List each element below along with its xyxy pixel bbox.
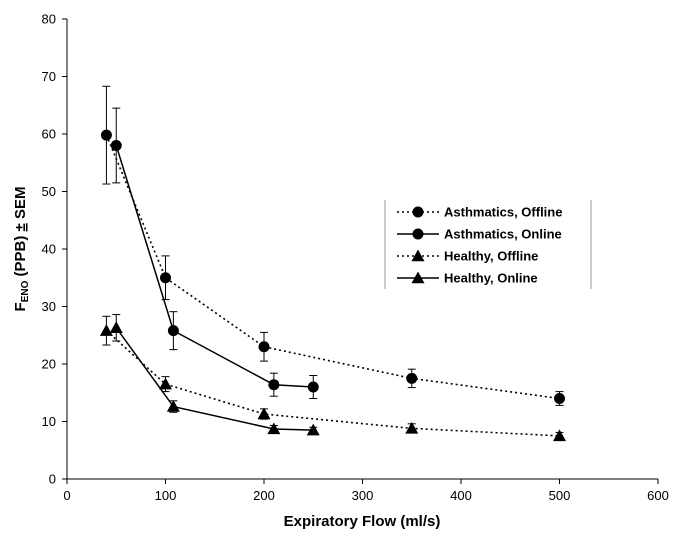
legend-label: Asthmatics, Online bbox=[444, 227, 562, 242]
x-tick-label: 600 bbox=[647, 488, 669, 503]
y-tick-label: 10 bbox=[42, 414, 56, 429]
y-tick-label: 30 bbox=[42, 299, 56, 314]
y-tick-label: 40 bbox=[42, 242, 56, 257]
legend-swatch-marker bbox=[412, 206, 424, 218]
data-point-healthy-offline bbox=[99, 324, 113, 336]
data-point-asthmatics-online bbox=[307, 381, 319, 393]
legend-item-healthy-offline: Healthy, Offline bbox=[397, 249, 538, 264]
data-point-healthy-offline bbox=[159, 377, 172, 390]
x-tick-label: 0 bbox=[63, 488, 70, 503]
data-point-asthmatics-offline bbox=[406, 372, 418, 384]
series-line-asthmatics-online bbox=[115, 145, 314, 388]
series-line-healthy-online bbox=[115, 327, 314, 431]
legend-item-healthy-online: Healthy, Online bbox=[397, 271, 538, 286]
data-point-asthmatics-online bbox=[268, 379, 280, 391]
y-axis-title-tail: SEM bbox=[12, 187, 29, 224]
x-tick-label: 300 bbox=[352, 488, 374, 503]
series-line-healthy-offline bbox=[105, 330, 560, 437]
data-point-asthmatics-offline bbox=[100, 129, 112, 141]
data-point-asthmatics-offline bbox=[160, 272, 171, 284]
y-axis-title-rest: (PPB) bbox=[12, 231, 29, 280]
y-tick-label: 20 bbox=[42, 357, 56, 372]
markers bbox=[99, 129, 566, 442]
legend-label: Healthy, Offline bbox=[444, 249, 538, 264]
data-point-asthmatics-online bbox=[167, 325, 179, 337]
legend-swatch-marker bbox=[412, 228, 424, 240]
x-axis-title: Expiratory Flow (ml/s) bbox=[284, 513, 441, 530]
ticks: 0 100 200 300 400 500 600 0 10 20 30 40 50 60 70 80 bbox=[42, 12, 669, 504]
series-line-asthmatics-offline bbox=[105, 134, 560, 400]
y-tick-label: 50 bbox=[42, 184, 56, 199]
data-point-healthy-offline bbox=[257, 407, 271, 420]
y-tick-label: 60 bbox=[42, 127, 56, 142]
data-point-asthmatics-offline bbox=[258, 341, 270, 353]
y-axis-title-main: F bbox=[12, 302, 29, 311]
legend: Asthmatics, Offline Asthmatics, Online Hea… bbox=[384, 200, 592, 289]
data-point-healthy-offline bbox=[553, 429, 566, 442]
legend-item-asthmatics-offline: Asthmatics, Offline bbox=[397, 205, 562, 220]
data-point-healthy-online bbox=[267, 422, 281, 435]
x-tick-label: 200 bbox=[253, 488, 275, 503]
legend-swatch-marker bbox=[411, 271, 425, 284]
data-point-healthy-offline bbox=[405, 421, 419, 434]
data-point-healthy-online bbox=[166, 400, 180, 412]
x-tick-label: 100 bbox=[155, 488, 177, 503]
legend-label: Healthy, Online bbox=[444, 271, 538, 286]
y-axis-title-plusminus: ± bbox=[12, 223, 29, 231]
legend-items: Asthmatics, Offline Asthmatics, Online Hea… bbox=[397, 205, 562, 286]
data-point-asthmatics-online bbox=[110, 140, 122, 151]
x-tick-label: 500 bbox=[549, 488, 571, 503]
y-tick-label: 70 bbox=[42, 69, 56, 84]
data-point-healthy-online bbox=[306, 423, 320, 436]
y-tick-label: 80 bbox=[42, 12, 56, 27]
series-lines bbox=[105, 134, 560, 437]
y-axis-title-subscript: ENO bbox=[20, 280, 31, 302]
y-axis-title: FENO (PPB) ± SEM bbox=[12, 187, 31, 312]
y-tick-label: 0 bbox=[49, 472, 56, 487]
x-tick-label: 400 bbox=[450, 488, 472, 503]
legend-label: Asthmatics, Offline bbox=[444, 205, 562, 220]
axes bbox=[66, 19, 658, 480]
data-point-asthmatics-offline bbox=[554, 393, 565, 404]
legend-swatch-marker bbox=[411, 249, 425, 262]
legend-item-asthmatics-online: Asthmatics, Online bbox=[397, 227, 562, 242]
data-point-healthy-online bbox=[109, 321, 123, 333]
